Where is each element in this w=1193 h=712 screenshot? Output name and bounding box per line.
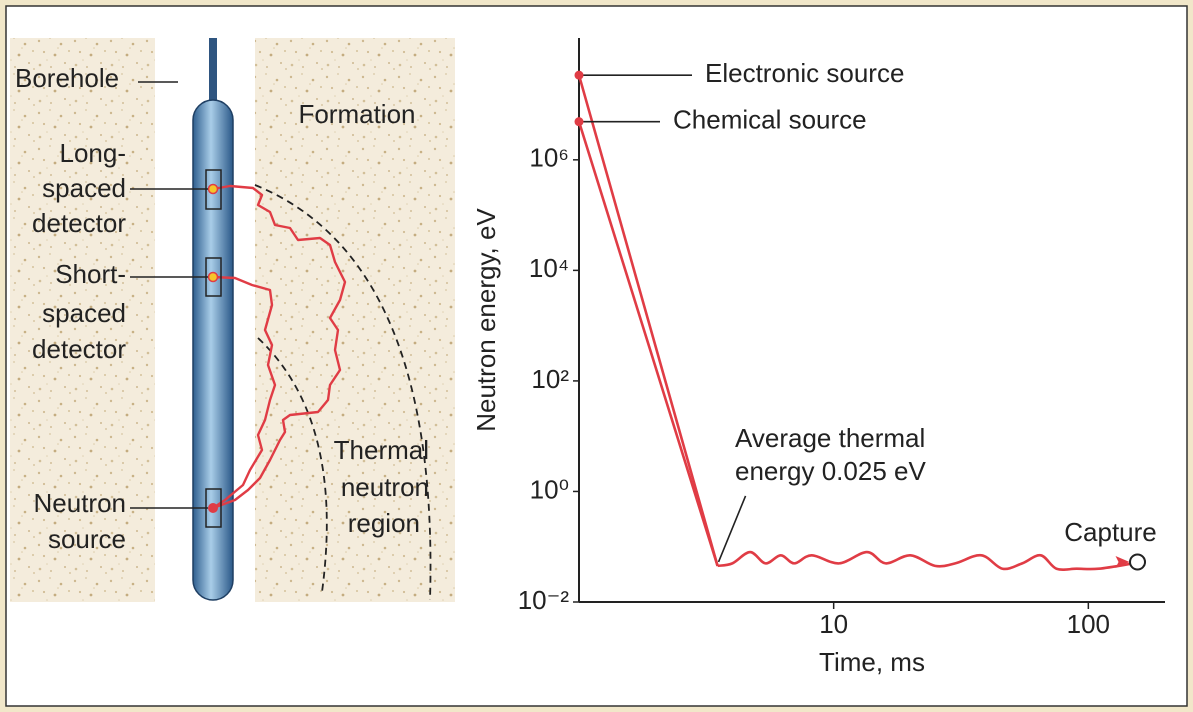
y-tick-label: 10⁰ bbox=[530, 474, 569, 504]
detector-dot bbox=[207, 271, 219, 283]
y-tick-label: 10⁻² bbox=[518, 585, 570, 615]
annotation: Average thermal bbox=[735, 423, 925, 453]
inner-arc bbox=[257, 337, 328, 593]
label: Neutron bbox=[34, 488, 127, 518]
y-axis-title: Neutron energy, eV bbox=[471, 208, 501, 432]
outer-arc bbox=[254, 184, 432, 601]
label: spaced bbox=[42, 298, 126, 328]
neutron-paths bbox=[212, 184, 347, 510]
series-label: Electronic source bbox=[705, 58, 904, 88]
label: neutron bbox=[341, 472, 429, 502]
leader bbox=[717, 495, 747, 563]
source-point bbox=[574, 70, 584, 80]
x-axis-title: Time, ms bbox=[819, 647, 925, 677]
series-line bbox=[577, 121, 719, 567]
label: Thermal bbox=[334, 435, 429, 465]
arrow-head bbox=[1115, 555, 1130, 568]
short-path bbox=[212, 275, 277, 509]
capture-point bbox=[1129, 553, 1147, 571]
source-dot bbox=[208, 503, 218, 513]
label: spaced bbox=[42, 173, 126, 203]
formation-right bbox=[255, 38, 455, 602]
label: source bbox=[48, 524, 126, 554]
label: Borehole bbox=[15, 63, 119, 93]
long-path bbox=[212, 184, 347, 510]
series-line bbox=[717, 550, 1134, 572]
detector-dot bbox=[207, 183, 219, 195]
label: detector bbox=[32, 208, 126, 238]
label: Formation bbox=[298, 99, 415, 129]
x-tick-label: 10 bbox=[819, 609, 848, 639]
annotation: energy 0.025 eV bbox=[735, 456, 926, 486]
y-tick-label: 10² bbox=[531, 364, 569, 394]
label: Long- bbox=[60, 138, 127, 168]
label: region bbox=[348, 508, 420, 538]
x-tick-label: 100 bbox=[1067, 609, 1110, 639]
label: Short- bbox=[55, 259, 126, 289]
capture-label: Capture bbox=[1064, 517, 1157, 547]
source-point bbox=[574, 117, 584, 127]
leaders bbox=[130, 81, 208, 509]
label: detector bbox=[32, 334, 126, 364]
wireline bbox=[209, 38, 217, 108]
series-label: Chemical source bbox=[673, 105, 867, 135]
y-tick-label: 10⁶ bbox=[529, 143, 569, 173]
y-tick-label: 10⁴ bbox=[529, 253, 569, 283]
region-arcs bbox=[254, 184, 432, 601]
logging-tool bbox=[192, 99, 234, 601]
